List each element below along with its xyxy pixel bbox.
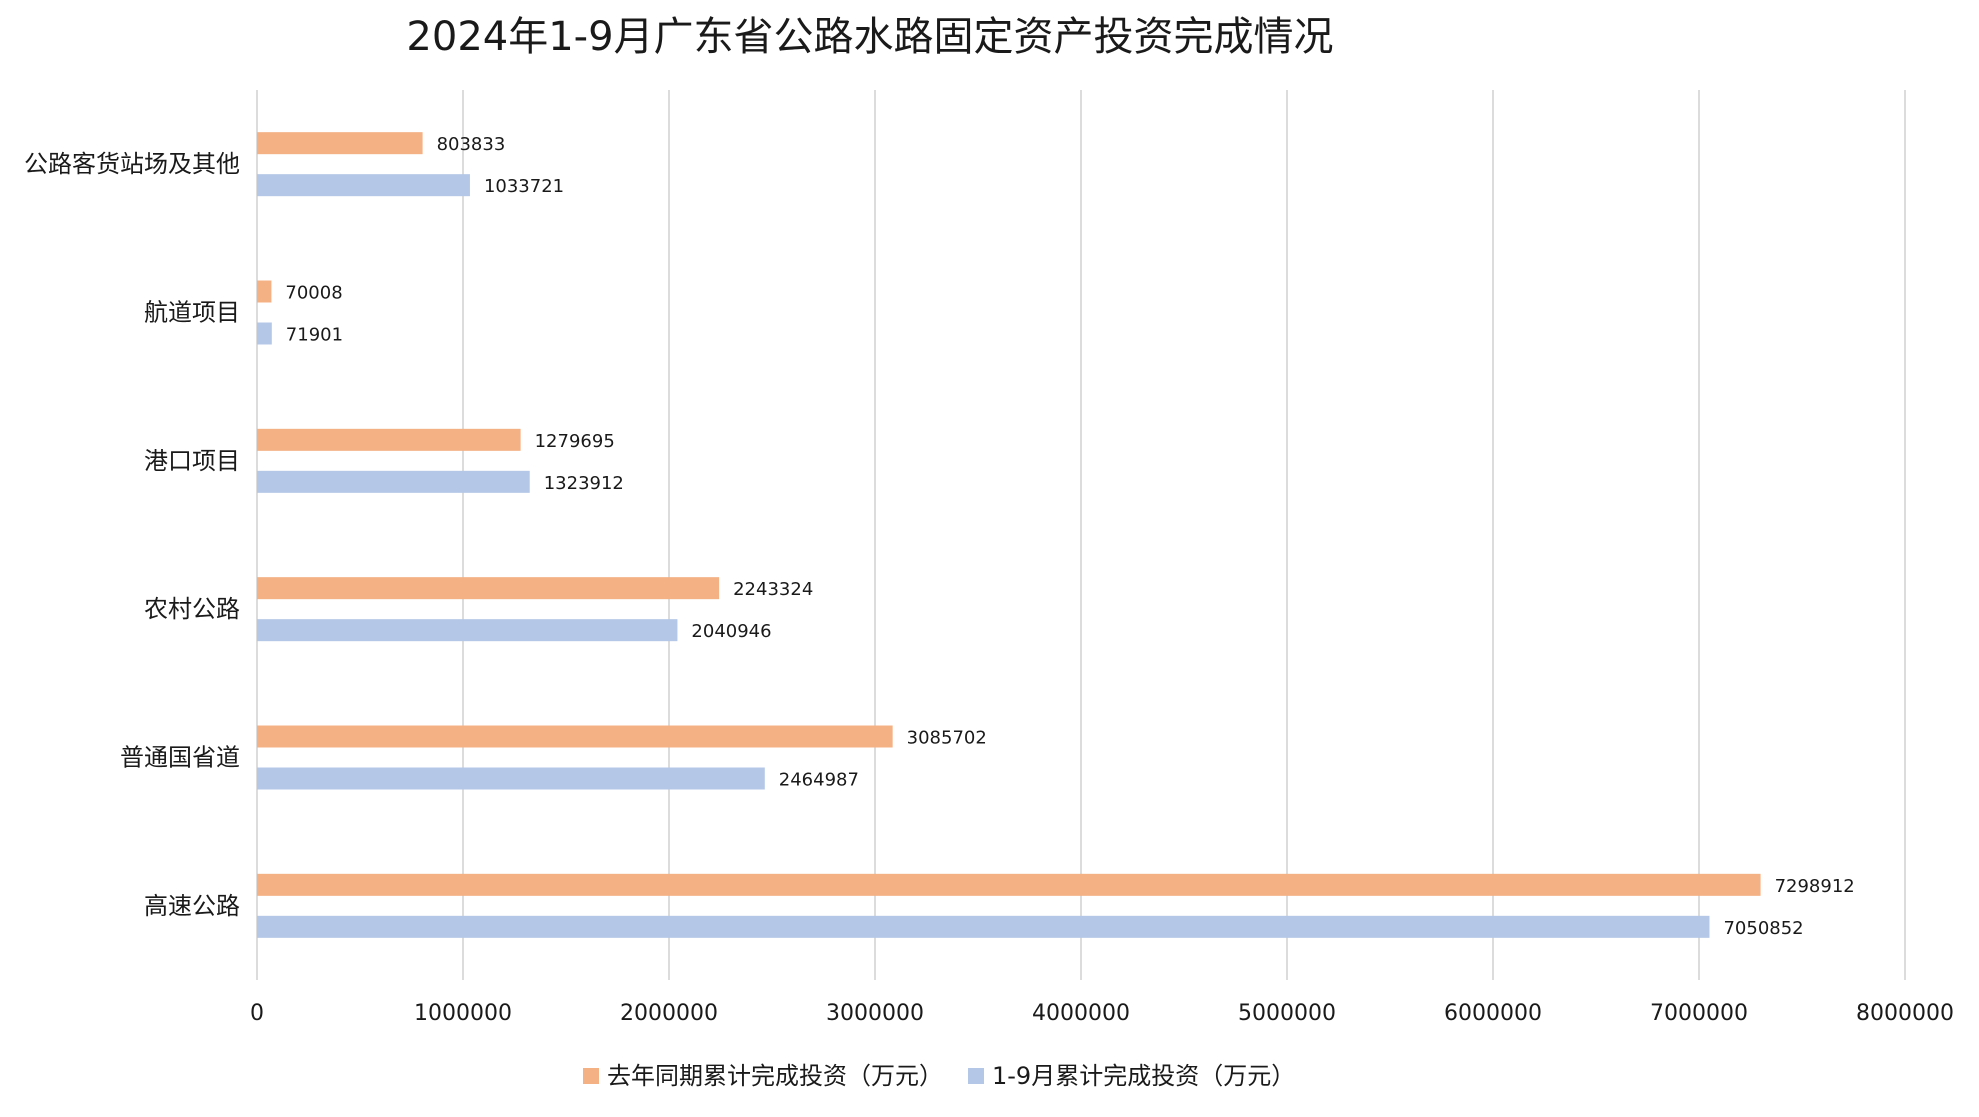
- data-label: 2040946: [691, 621, 771, 642]
- x-tick-label: 5000000: [1238, 1001, 1336, 1026]
- legend-label: 1-9月累计完成投资（万元）: [992, 1062, 1295, 1090]
- category-label: 农村公路: [144, 595, 240, 623]
- x-tick-label: 2000000: [620, 1001, 718, 1026]
- x-tick-label: 6000000: [1444, 1001, 1542, 1026]
- x-tick-label: 4000000: [1032, 1001, 1130, 1026]
- data-label: 7050852: [1723, 918, 1803, 939]
- category-label: 航道项目: [144, 299, 240, 327]
- data-labels: 803833 1033721 70008 71901 1279695 1323912 224…: [285, 134, 1854, 939]
- bar-this-year: [257, 619, 678, 642]
- data-label: 1033721: [484, 176, 564, 197]
- x-tick-label: 7000000: [1650, 1001, 1748, 1026]
- bar-this-year: [257, 767, 765, 790]
- bar-this-year: [257, 915, 1710, 938]
- bars: [257, 132, 1761, 938]
- legend-swatch: [583, 1068, 599, 1084]
- bar-this-year: [257, 322, 272, 345]
- data-label: 1323912: [544, 473, 624, 494]
- data-label: 2464987: [779, 770, 859, 791]
- gridlines: [256, 90, 1906, 980]
- data-label: 7298912: [1775, 876, 1855, 897]
- bar-this-year: [257, 470, 530, 493]
- bar-last-year: [257, 725, 893, 748]
- category-label: 港口项目: [144, 447, 240, 475]
- bar-last-year: [257, 873, 1761, 896]
- data-label: 2243324: [733, 579, 813, 600]
- x-tick-labels: 0 1000000 2000000 3000000 4000000 5000000 6000…: [250, 1001, 1954, 1026]
- bar-last-year: [257, 132, 423, 155]
- data-label: 803833: [437, 134, 506, 155]
- legend-swatch: [968, 1068, 984, 1084]
- bar-last-year: [257, 428, 521, 451]
- x-tick-label: 3000000: [826, 1001, 924, 1026]
- data-label: 3085702: [907, 728, 987, 749]
- category-label: 高速公路: [144, 892, 240, 920]
- chart-title: 2024年1-9月广东省公路水路固定资产投资完成情况: [406, 14, 1333, 60]
- x-tick-label: 1000000: [414, 1001, 512, 1026]
- data-label: 1279695: [535, 431, 615, 452]
- legend: 去年同期累计完成投资（万元） 1-9月累计完成投资（万元）: [583, 1062, 1295, 1090]
- data-label: 71901: [286, 325, 343, 346]
- data-label: 70008: [285, 283, 342, 304]
- bar-last-year: [257, 577, 720, 600]
- legend-label: 去年同期累计完成投资（万元）: [607, 1062, 943, 1090]
- x-tick-label: 0: [250, 1001, 264, 1026]
- bar-this-year: [257, 174, 470, 197]
- category-label: 普通国省道: [120, 744, 240, 772]
- bar-last-year: [257, 280, 272, 303]
- x-tick-label: 8000000: [1856, 1001, 1954, 1026]
- category-label: 公路客货站场及其他: [24, 150, 240, 178]
